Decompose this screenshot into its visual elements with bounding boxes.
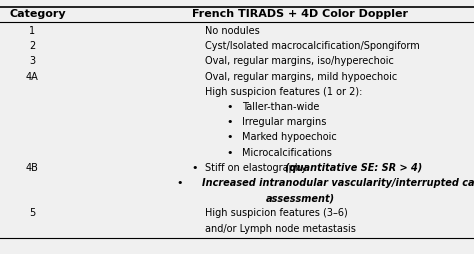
Text: Oval, regular margins, mild hypoechoic: Oval, regular margins, mild hypoechoic [205, 72, 397, 82]
Text: •: • [177, 178, 183, 188]
Text: Stiff on elastography: Stiff on elastography [205, 163, 310, 173]
Text: 1: 1 [29, 26, 35, 36]
Text: Increased intranodular vascularity/interrupted capsule (3D CD: Increased intranodular vascularity/inter… [202, 178, 474, 188]
Text: Microcalcifications: Microcalcifications [242, 148, 332, 157]
Text: •: • [192, 163, 198, 173]
Text: 2: 2 [29, 41, 35, 51]
Text: (quantitative SE: SR > 4): (quantitative SE: SR > 4) [285, 163, 422, 173]
Text: High suspicion features (1 or 2):: High suspicion features (1 or 2): [205, 87, 363, 97]
Text: •: • [227, 117, 233, 127]
Text: •: • [227, 102, 233, 112]
Text: Cyst/Isolated macrocalcification/Spongiform: Cyst/Isolated macrocalcification/Spongif… [205, 41, 420, 51]
Text: and/or Lymph node metastasis: and/or Lymph node metastasis [205, 224, 356, 234]
Text: High suspicion features (3–6): High suspicion features (3–6) [205, 208, 348, 218]
Text: Irregular margins: Irregular margins [242, 117, 327, 127]
Text: Category: Category [10, 9, 67, 19]
Text: 4A: 4A [26, 72, 38, 82]
Text: 4B: 4B [26, 163, 38, 173]
Text: Marked hypoechoic: Marked hypoechoic [242, 132, 337, 142]
Text: assessment): assessment) [265, 193, 335, 203]
Text: •: • [227, 148, 233, 157]
Text: 3: 3 [29, 56, 35, 66]
Text: French TIRADS + 4D Color Doppler: French TIRADS + 4D Color Doppler [192, 9, 408, 19]
Text: 5: 5 [29, 208, 35, 218]
Text: Taller-than-wide: Taller-than-wide [242, 102, 319, 112]
Text: No nodules: No nodules [205, 26, 260, 36]
Text: •: • [227, 132, 233, 142]
Text: Oval, regular margins, iso/hyperechoic: Oval, regular margins, iso/hyperechoic [205, 56, 394, 66]
